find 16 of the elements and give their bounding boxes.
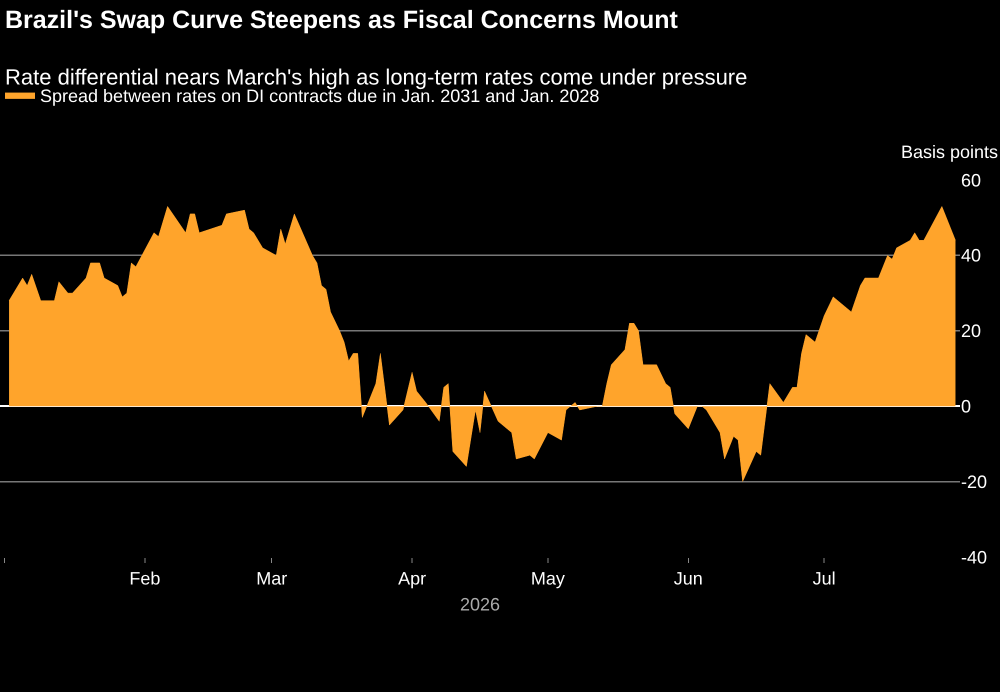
x-axis-title: 2026 [460,594,500,615]
chart-subtitle: Rate differential nears March's high as long-term rates come under pressure [5,64,748,90]
x-tick-label: Jul [812,568,836,589]
x-tick-label: Apr [398,568,426,589]
y-tick-label: 20 [961,321,982,342]
chart-title: Brazil's Swap Curve Steepens as Fiscal Concerns Mount [5,6,678,34]
y-tick-label: -40 [961,547,988,568]
y-axis-title: Basis points [901,142,998,162]
x-tick-label: Jun [674,568,703,589]
y-tick-label: 0 [961,396,972,416]
x-tick-label: Feb [129,568,160,589]
y-tick-label: -20 [961,472,988,492]
x-tick-label: May [530,568,565,589]
y-tick-label: 60 [961,170,982,190]
x-tick-label: Mar [256,568,288,589]
y-tick-label: 40 [961,246,982,266]
